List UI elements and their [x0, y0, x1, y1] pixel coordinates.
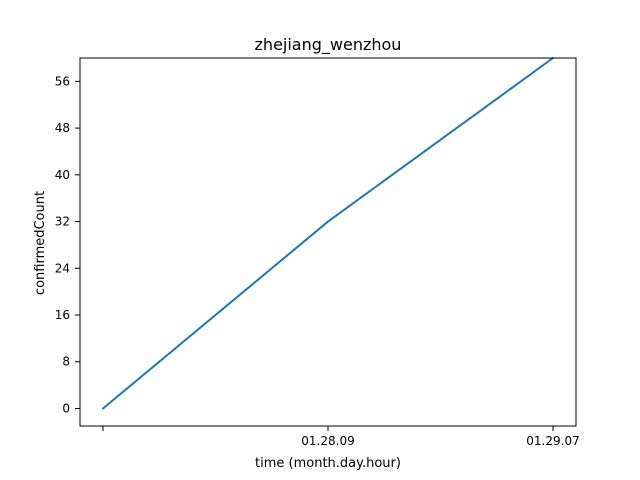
x-ticks: 01.28.09 01.29.07 — [102, 426, 580, 448]
y-axis-label: confirmedCount — [33, 191, 48, 295]
y-tick-label: 16 — [55, 308, 70, 322]
series-layer — [102, 57, 554, 410]
y-tick-label: 48 — [55, 121, 70, 135]
y-tick-label: 8 — [62, 355, 70, 369]
y-tick-label: 24 — [55, 261, 70, 275]
x-tick-label: 01.29.07 — [526, 434, 579, 448]
series-line — [102, 57, 554, 410]
plot-area: 01.28.09 01.29.07 0 8 16 24 32 40 48 56 — [55, 57, 580, 448]
plot-frame — [79, 57, 577, 427]
y-tick-label: 56 — [55, 74, 70, 88]
y-ticks: 0 8 16 24 32 40 48 56 — [55, 74, 80, 415]
y-tick-label: 0 — [62, 401, 70, 415]
y-tick-label: 32 — [55, 215, 70, 229]
chart-title: zhejiang_wenzhou — [255, 35, 402, 55]
x-axis-label: time (month.day.hour) — [255, 456, 401, 471]
x-tick-label: 01.28.09 — [301, 434, 354, 448]
y-tick-label: 40 — [55, 168, 70, 182]
